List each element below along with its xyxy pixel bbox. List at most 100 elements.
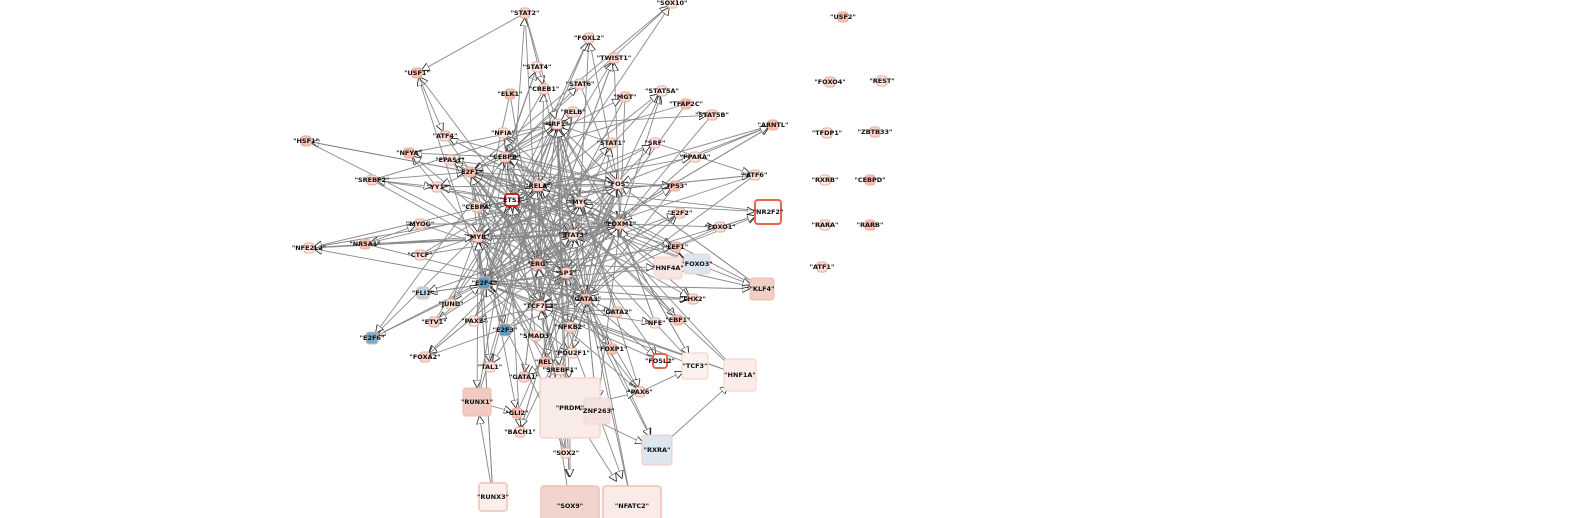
node[interactable]: "FOXO1" [704, 221, 736, 233]
node[interactable]: "SOX9" [540, 485, 600, 518]
node[interactable]: "PPARA" [680, 151, 711, 163]
node[interactable]: "HNF1A" [723, 358, 757, 392]
node[interactable]: "ATF4" [433, 130, 458, 142]
node[interactable]: "TFAP2C" [669, 98, 703, 110]
node[interactable]: "RXRB" [812, 174, 839, 186]
node[interactable]: "EBF1" [665, 314, 691, 326]
node[interactable]: "FOXM1" [604, 218, 637, 230]
node[interactable]: "HNF4A" [652, 256, 684, 280]
node[interactable]: "NFATC2" [602, 485, 662, 518]
node[interactable]: "YY1" [427, 181, 448, 193]
node[interactable]: "TFDP1" [812, 127, 842, 139]
node[interactable]: "LHX2" [680, 293, 706, 305]
node-box [641, 434, 673, 466]
node-label: "FOXO1" [704, 223, 735, 231]
node[interactable]: "EPAS1" [435, 154, 465, 166]
node[interactable]: "JUND" [438, 298, 464, 310]
node[interactable]: "ETS1" [500, 193, 525, 207]
node[interactable]: "E2F4" [472, 276, 497, 290]
node[interactable]: "HSF1" [293, 135, 319, 147]
node[interactable]: "STAT5B" [695, 109, 729, 121]
node[interactable]: "ARNTL" [758, 119, 789, 131]
node[interactable]: "SP1" [556, 267, 577, 279]
node[interactable]: "SOX2" [553, 447, 579, 459]
node[interactable]: "REL" [535, 356, 555, 368]
node[interactable]: "RARA" [812, 219, 839, 231]
node[interactable]: "GATA3" [571, 293, 601, 305]
node[interactable]: "SREBF2" [355, 174, 390, 186]
node[interactable]: "GATA1" [509, 371, 539, 383]
node[interactable]: "E2F2" [668, 207, 693, 219]
node[interactable]: "STAT6" [566, 78, 595, 90]
node[interactable]: "RUNX3" [477, 482, 509, 512]
node[interactable]: "CEBPD" [854, 174, 886, 186]
node[interactable]: "SRF" [645, 137, 666, 149]
node-label: "PPARA" [680, 153, 711, 161]
node[interactable]: "GATA2" [602, 306, 632, 318]
node[interactable]: "ATF1" [810, 261, 835, 273]
node[interactable]: "POU2F1" [554, 347, 590, 359]
node[interactable]: "NFKB2" [554, 321, 586, 333]
node[interactable]: "RUNX1" [461, 387, 493, 417]
node[interactable]: "FOXP1" [597, 343, 628, 355]
node[interactable]: "MYOG" [406, 218, 435, 230]
node[interactable]: "MYC" [569, 196, 592, 208]
node[interactable]: "FOXL2" [574, 32, 604, 44]
node[interactable]: "CEBPB" [490, 151, 521, 163]
node[interactable]: "FLI1" [412, 286, 434, 300]
node[interactable]: "E2F3" [493, 323, 518, 337]
node[interactable]: "CEBPA" [462, 201, 492, 213]
node[interactable]: "TCF3" [681, 352, 709, 380]
node[interactable]: "TAL1" [478, 361, 502, 373]
node[interactable]: "BACH1" [504, 426, 536, 438]
node[interactable]: "FOXA2" [409, 351, 441, 363]
node[interactable]: "CREB1" [529, 83, 559, 95]
node[interactable]: "FOXO3" [681, 253, 713, 275]
node[interactable]: "USF2" [830, 11, 856, 23]
node[interactable]: "E2F6" [360, 331, 385, 345]
node[interactable]: "PAX6" [627, 386, 653, 398]
node[interactable]: "REST" [869, 75, 895, 87]
node[interactable]: "RXRA" [641, 434, 673, 466]
node[interactable]: "LEF1" [664, 241, 688, 253]
node-label: "ERG" [527, 260, 549, 268]
node[interactable]: "STAT5A" [645, 85, 679, 97]
node[interactable]: "NFIA" [491, 127, 515, 139]
node[interactable]: "ETV1" [421, 316, 447, 328]
node[interactable]: "ELK1" [498, 88, 523, 100]
node[interactable]: "USF1" [404, 67, 430, 79]
node[interactable]: "GLI2" [505, 407, 529, 419]
node[interactable]: "TWIST1" [597, 52, 631, 64]
node[interactable]: "SMAD3" [520, 330, 553, 342]
node[interactable]: "STAT2" [511, 7, 540, 19]
node[interactable]: "CTCF" [407, 249, 433, 261]
node[interactable]: "STAT4" [523, 61, 552, 73]
node[interactable]: "NFE2L2" [292, 242, 326, 254]
node[interactable]: "ATF6" [743, 169, 768, 181]
node[interactable]: "TP53" [662, 180, 688, 192]
node[interactable]: "IRF1" [545, 118, 569, 130]
node[interactable]: "MGT" [614, 91, 637, 103]
node[interactable]: "FOXO4" [814, 76, 846, 88]
node[interactable]: "FOSL2" [645, 353, 675, 369]
node[interactable]: "NFE" [644, 317, 666, 329]
node[interactable]: "SREBF1" [543, 364, 578, 376]
node[interactable]: "SOX10" [657, 0, 688, 9]
node[interactable]: "MYB" [467, 231, 490, 243]
node[interactable]: "NR5A1" [349, 238, 381, 250]
node[interactable]: "FOS" [607, 178, 629, 190]
node[interactable]: "E2F1" [458, 166, 483, 178]
node[interactable]: "STAT3" [559, 229, 588, 241]
node[interactable]: "RARB" [857, 219, 884, 231]
node[interactable]: "ERG" [527, 258, 549, 270]
node[interactable]: "NR2F2" [753, 199, 784, 225]
node[interactable]: "RELB" [560, 106, 586, 118]
node[interactable]: "ZBTB33" [858, 126, 893, 138]
node[interactable]: "KLF4" [749, 277, 775, 301]
node[interactable]: "PAX2" [461, 315, 487, 327]
node[interactable]: "RELA" [525, 180, 551, 192]
node[interactable]: "TCF7L2" [523, 300, 557, 312]
node[interactable]: "STAT1" [597, 137, 626, 149]
node[interactable]: "NFYA" [396, 147, 422, 159]
node[interactable]: "ZNF263" [580, 397, 615, 425]
